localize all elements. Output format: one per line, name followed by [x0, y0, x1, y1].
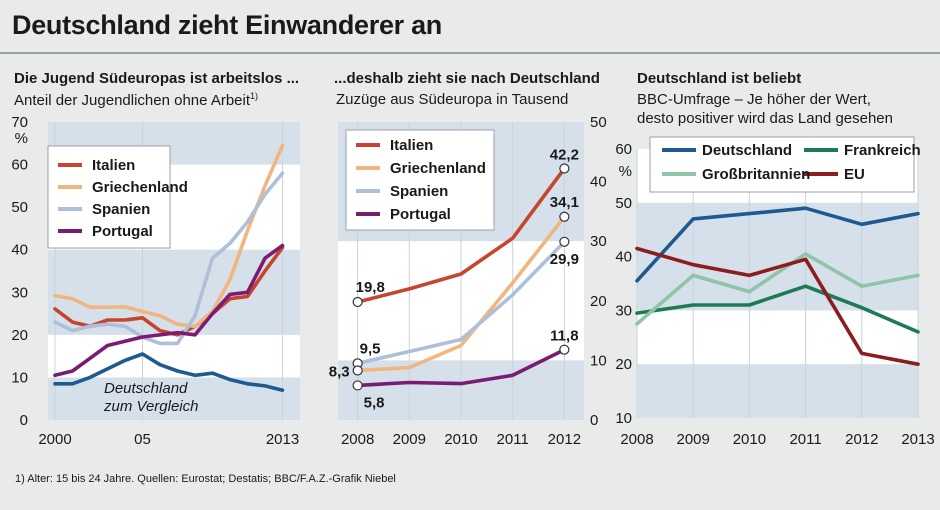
- x-tick-label: 2011: [789, 431, 821, 448]
- x-tick-label: 2012: [548, 431, 581, 448]
- y-tick-label: 0: [590, 412, 598, 429]
- data-point-marker: [559, 344, 570, 355]
- data-label: 42,2: [550, 146, 579, 163]
- series-line-griechenland: [53, 143, 285, 329]
- chart3-subtitle-line2: desto positiver wird das Land gesehen: [637, 110, 893, 127]
- series-line-deutschland: [635, 206, 920, 283]
- x-tick-label: 05: [134, 431, 151, 448]
- y-tick-label: 30: [615, 302, 632, 319]
- data-label: 29,9: [550, 251, 579, 268]
- y-tick-label: 50: [590, 114, 607, 131]
- y-tick-label: 10: [11, 369, 28, 386]
- legend-label: Griechenland: [390, 160, 486, 177]
- legend-label: Italien: [390, 137, 433, 154]
- chart2: [338, 122, 584, 420]
- x-tick-label: 2012: [845, 431, 878, 448]
- y-unit-label: %: [15, 130, 28, 147]
- legend-label: Frankreich: [844, 142, 921, 159]
- chart3-subtitle: BBC-Umfrage – Je höher der Wert,: [637, 91, 871, 108]
- legend-label: Spanien: [390, 183, 448, 200]
- y-tick-label: 40: [11, 242, 28, 259]
- chart3-title: Deutschland ist beliebt: [637, 70, 802, 87]
- legend-label: Portugal: [390, 206, 451, 223]
- page-title: Deutschland zieht Einwanderer an: [12, 10, 442, 40]
- legend-label: Griechenland: [92, 179, 188, 196]
- x-tick-label: 2008: [620, 431, 653, 448]
- y-unit-label: %: [619, 163, 632, 180]
- chart1: [47, 122, 300, 420]
- legend-label: EU: [844, 166, 865, 183]
- x-tick-label: 2011: [497, 431, 529, 448]
- data-label: 5,8: [364, 394, 385, 411]
- series-line-portugal: [355, 347, 567, 388]
- data-point-marker: [559, 236, 570, 247]
- series-line-griechenland: [355, 215, 567, 373]
- y-tick-label: 40: [615, 249, 632, 266]
- x-tick-label: 2010: [733, 431, 766, 448]
- data-label: 11,8: [550, 328, 578, 345]
- legend-label: Portugal: [92, 223, 153, 240]
- chart2-subtitle: Zuzüge aus Südeuropa in Tausend: [336, 91, 569, 108]
- x-tick-label: 2009: [393, 431, 426, 448]
- data-label: 9,5: [360, 340, 381, 357]
- y-tick-label: 50: [615, 195, 632, 212]
- footnote: 1) Alter: 15 bis 24 Jahre. Quellen: Euro…: [15, 473, 396, 485]
- chart1-footnote-mark: 1): [250, 91, 259, 101]
- data-point-marker: [559, 211, 570, 222]
- series-line-eu: [635, 246, 920, 367]
- chart1-title: Die Jugend Südeuropas ist arbeitslos ...: [14, 70, 300, 87]
- series-line-deutschland: [53, 352, 285, 393]
- series-line-spanien: [53, 171, 285, 346]
- y-tick-label: 50: [11, 199, 28, 216]
- y-tick-label: 30: [11, 284, 28, 301]
- y-tick-label: 40: [590, 174, 607, 191]
- data-point-marker: [559, 163, 570, 174]
- y-tick-label: 10: [590, 352, 607, 369]
- x-tick-label: 2013: [266, 431, 299, 448]
- y-tick-label: 60: [11, 157, 28, 174]
- y-tick-label: 20: [615, 356, 632, 373]
- chart1-subtitle: Anteil der Jugendlichen ohne Arbeit1): [14, 91, 259, 109]
- x-tick-label: 2008: [341, 431, 374, 448]
- y-tick-label: 10: [615, 410, 632, 427]
- y-tick-label: 20: [590, 293, 607, 310]
- annotation-label: Deutschland: [104, 380, 188, 397]
- y-tick-label: 70: [11, 114, 28, 131]
- data-point-marker: [352, 380, 363, 391]
- series-line-italien: [355, 166, 567, 304]
- annotation-label: zum Vergleich: [103, 398, 198, 415]
- y-tick-label: 20: [11, 327, 28, 344]
- legend-label: Italien: [92, 157, 135, 174]
- x-tick-label: 2009: [677, 431, 710, 448]
- x-tick-label: 2000: [38, 431, 71, 448]
- y-tick-label: 0: [20, 412, 28, 429]
- chart2-title: ...deshalb zieht sie nach Deutschland: [334, 70, 600, 87]
- legend-label: Großbritannien: [702, 166, 810, 183]
- data-label: 34,1: [550, 194, 579, 211]
- legend-label: Deutschland: [702, 142, 792, 159]
- title-divider: [0, 52, 940, 54]
- y-tick-label: 30: [590, 233, 607, 250]
- x-tick-label: 2010: [444, 431, 477, 448]
- data-point-marker: [352, 365, 363, 376]
- series-line-frankreich: [635, 284, 920, 334]
- series-line-großbritannien: [635, 252, 920, 326]
- data-point-marker: [352, 296, 363, 308]
- data-label: 19,8: [356, 279, 385, 296]
- data-label: 8,3: [329, 364, 350, 381]
- series-line-portugal: [53, 243, 285, 378]
- chart3: [635, 136, 920, 418]
- legend-box: [649, 136, 915, 193]
- shaded-band: [637, 364, 918, 418]
- y-tick-label: 60: [615, 141, 632, 158]
- series-line-spanien: [355, 240, 567, 366]
- legend-label: Spanien: [92, 201, 150, 218]
- x-tick-label: 2013: [901, 431, 934, 448]
